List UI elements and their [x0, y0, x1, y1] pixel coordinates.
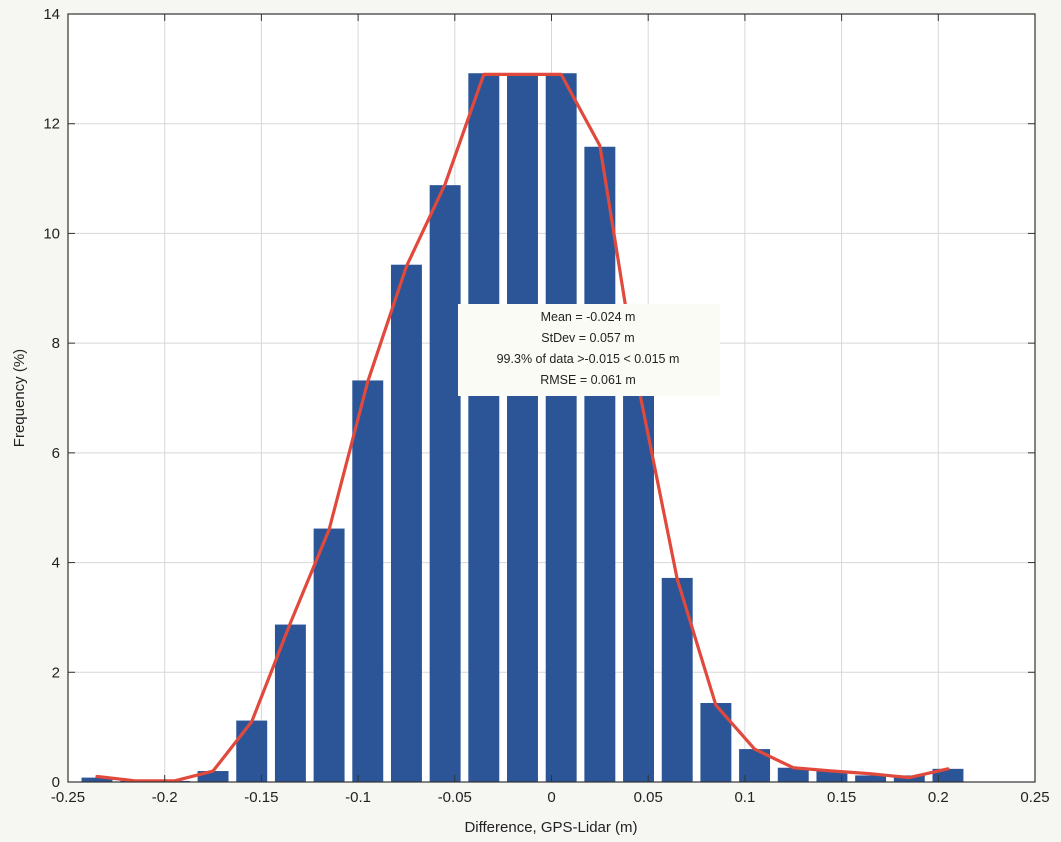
x-axis-ticks: -0.25 -0.2 -0.15 -0.1 -0.05 0 0.05 0.1 0.15 0.2 0.…: [51, 14, 1050, 806]
y-tick-label: 8: [52, 335, 60, 352]
y-axis-ticks: 0 2 4 6 8 10 12 14: [43, 6, 1035, 791]
x-tick-label: -0.15: [244, 789, 278, 806]
annotation-line-mean: Mean = -0.024 m: [541, 310, 636, 324]
y-tick-label: 2: [52, 664, 60, 681]
y-axis-label: Frequency (%): [11, 349, 28, 447]
x-tick-label: 0.15: [827, 789, 856, 806]
histogram-bar: [352, 380, 384, 782]
histogram-bar: [816, 771, 848, 782]
x-tick-label: -0.1: [345, 789, 371, 806]
x-tick-label: 0.05: [634, 789, 663, 806]
y-tick-label: 14: [43, 6, 60, 23]
histogram-bar: [661, 577, 693, 782]
y-tick-label: 0: [52, 774, 60, 791]
histogram-bar: [81, 777, 113, 782]
x-tick-label: -0.05: [438, 789, 472, 806]
y-tick-label: 6: [52, 445, 60, 462]
x-tick-label: 0.1: [734, 789, 755, 806]
stats-annotation: Mean = -0.024 m StDev = 0.057 m 99.3% of…: [458, 304, 720, 396]
x-tick-label: 0: [547, 789, 555, 806]
histogram-bar: [313, 528, 345, 782]
fit-curve: [95, 72, 950, 783]
x-tick-label: 0.25: [1020, 789, 1049, 806]
x-tick-label: -0.25: [51, 789, 85, 806]
x-axis-label: Difference, GPS-Lidar (m): [464, 819, 637, 836]
histogram-bar: [584, 146, 616, 783]
bars-group: [81, 73, 964, 783]
histogram-bar: [700, 703, 732, 782]
histogram-bar: [197, 771, 229, 782]
annotation-box: [458, 304, 720, 396]
histogram-bar: [468, 73, 500, 782]
annotation-line-rmse: RMSE = 0.061 m: [540, 373, 636, 387]
x-tick-label: 0.2: [928, 789, 949, 806]
histogram-bar: [390, 264, 422, 782]
histogram-bar: [236, 720, 268, 782]
x-tick-label: -0.2: [152, 789, 178, 806]
y-tick-label: 4: [52, 555, 60, 572]
histogram-bar: [623, 388, 655, 782]
annotation-line-range: 99.3% of data >-0.015 < 0.015 m: [497, 352, 680, 366]
annotation-line-stdev: StDev = 0.057 m: [541, 331, 634, 345]
histogram-bar: [855, 775, 887, 782]
histogram-bar: [429, 185, 461, 782]
y-tick-label: 10: [43, 225, 60, 242]
histogram-bar: [777, 767, 809, 782]
y-tick-label: 12: [43, 116, 60, 133]
histogram-bar: [507, 73, 538, 782]
histogram-bar: [545, 73, 577, 782]
